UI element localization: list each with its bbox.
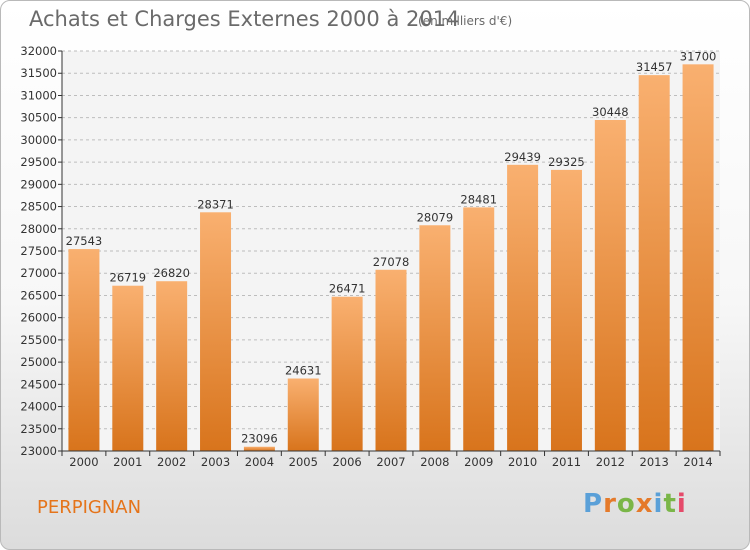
data-label: 26471	[329, 282, 366, 296]
y-tick-label: 25500	[20, 333, 57, 347]
data-label: 23096	[241, 432, 278, 446]
x-tick-label: 2002	[157, 455, 186, 469]
y-tick-label: 29000	[20, 177, 57, 191]
logo-letter: r	[603, 489, 617, 519]
x-tick-label: 2003	[201, 455, 230, 469]
x-tick-label: 2009	[464, 455, 493, 469]
x-tick-label: 2004	[245, 455, 274, 469]
x-tick-label: 2014	[683, 455, 712, 469]
bar-2007	[375, 269, 407, 451]
bar-2009	[463, 207, 495, 451]
bar-2006	[331, 296, 363, 451]
x-tick-label: 2008	[420, 455, 449, 469]
bar-2001	[112, 285, 144, 451]
proxiti-logo: Proxiti	[583, 489, 687, 519]
data-label: 27078	[373, 255, 410, 269]
chart-subtitle: (en milliers d'€)	[418, 14, 513, 28]
logo-letter: i	[653, 489, 664, 519]
bar-2002	[156, 281, 188, 451]
x-tick-label: 2011	[552, 455, 581, 469]
logo-letter: i	[676, 489, 687, 519]
y-tick-label: 30500	[20, 111, 57, 125]
data-label: 31457	[636, 60, 673, 74]
x-tick-label: 2013	[640, 455, 669, 469]
y-tick-label: 28000	[20, 222, 57, 236]
bar-2013	[638, 75, 670, 451]
y-tick-label: 24000	[20, 400, 57, 414]
bar-2011	[550, 169, 582, 451]
bar-2000	[68, 249, 100, 451]
bar-2014	[682, 64, 714, 452]
x-tick-label: 2001	[113, 455, 142, 469]
data-label: 29325	[548, 155, 585, 169]
logo-letter: t	[663, 489, 677, 519]
y-tick-label: 31000	[20, 88, 57, 102]
bar-2010	[507, 164, 539, 452]
data-label: 26820	[153, 266, 190, 280]
y-tick-label: 24500	[20, 377, 57, 391]
y-tick-label: 26000	[20, 311, 57, 325]
x-tick-label: 2006	[332, 455, 361, 469]
data-label: 31700	[680, 49, 717, 63]
x-tick-label: 2010	[508, 455, 537, 469]
data-label: 27543	[66, 234, 103, 248]
logo-letter: o	[616, 489, 636, 519]
bar-2008	[419, 225, 451, 451]
y-tick-label: 23500	[20, 422, 57, 436]
y-tick-label: 28500	[20, 200, 57, 214]
bar-2003	[200, 212, 232, 451]
data-label: 29439	[504, 150, 541, 164]
data-label: 28371	[197, 197, 234, 211]
y-tick-label: 26500	[20, 288, 57, 302]
y-tick-label: 31500	[20, 66, 57, 80]
data-label: 26719	[110, 271, 147, 285]
data-label: 28481	[460, 192, 497, 206]
logo-letter: P	[583, 489, 604, 519]
x-tick-label: 2007	[376, 455, 405, 469]
chart-title: Achats et Charges Externes 2000 à 2014	[29, 7, 460, 31]
data-label: 30448	[592, 105, 629, 119]
x-tick-label: 2000	[69, 455, 98, 469]
y-tick-label: 32000	[20, 44, 57, 58]
y-tick-label: 29500	[20, 155, 57, 169]
y-tick-label: 27000	[20, 266, 57, 280]
data-label: 28079	[417, 210, 454, 224]
logo-letter: x	[635, 489, 654, 519]
y-tick-label: 25000	[20, 355, 57, 369]
y-tick-label: 27500	[20, 244, 57, 258]
city-name: PERPIGNAN	[37, 497, 142, 518]
y-tick-label: 23000	[20, 444, 57, 458]
bar-2004	[243, 446, 275, 451]
bar-2012	[594, 119, 626, 451]
x-tick-label: 2012	[596, 455, 625, 469]
x-tick-label: 2005	[289, 455, 318, 469]
bar-2005	[287, 378, 319, 451]
data-label: 24631	[285, 364, 322, 378]
y-tick-label: 30000	[20, 133, 57, 147]
